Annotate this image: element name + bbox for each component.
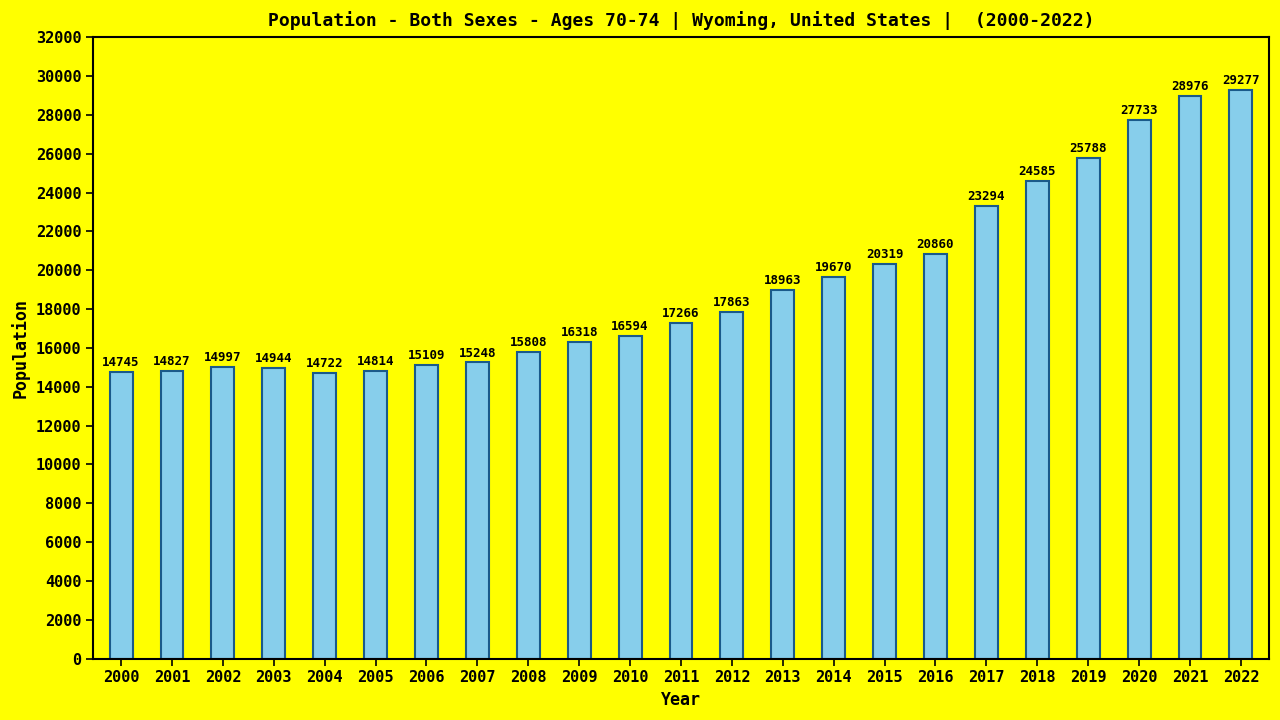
Bar (1179, 96, 1202, 659)
Text: 16318: 16318 (561, 325, 598, 339)
Bar (568, 342, 590, 659)
Text: 19670: 19670 (815, 261, 852, 274)
Bar (517, 351, 540, 659)
Bar (314, 373, 337, 659)
Bar (1076, 158, 1100, 659)
Bar (110, 372, 133, 659)
Bar (466, 362, 489, 659)
Bar (1025, 181, 1048, 659)
Text: 15248: 15248 (458, 346, 497, 359)
Text: 14814: 14814 (357, 355, 394, 368)
Bar (873, 264, 896, 659)
Text: 17266: 17266 (662, 307, 700, 320)
Text: 14997: 14997 (204, 351, 242, 364)
Text: 17863: 17863 (713, 296, 750, 309)
Text: 29277: 29277 (1222, 74, 1260, 87)
Y-axis label: Population: Population (12, 298, 31, 398)
Bar (924, 253, 947, 659)
Text: 28976: 28976 (1171, 80, 1208, 93)
Text: 24585: 24585 (1019, 166, 1056, 179)
Bar (1230, 90, 1252, 659)
Bar (364, 371, 387, 659)
Text: 18963: 18963 (764, 274, 801, 287)
Bar (415, 365, 438, 659)
Bar (262, 369, 285, 659)
Bar (772, 290, 794, 659)
Text: 20860: 20860 (916, 238, 954, 251)
Text: 14722: 14722 (306, 357, 343, 370)
Bar (975, 206, 998, 659)
Text: 14827: 14827 (154, 355, 191, 368)
Text: 15808: 15808 (509, 336, 547, 348)
X-axis label: Year: Year (660, 691, 701, 709)
Title: Population - Both Sexes - Ages 70-74 | Wyoming, United States |  (2000-2022): Population - Both Sexes - Ages 70-74 | W… (268, 11, 1094, 30)
Bar (822, 276, 845, 659)
Text: 16594: 16594 (612, 320, 649, 333)
Text: 14944: 14944 (255, 353, 293, 366)
Text: 20319: 20319 (865, 248, 904, 261)
Bar (160, 371, 183, 659)
Text: 14745: 14745 (102, 356, 140, 369)
Bar (211, 367, 234, 659)
Text: 23294: 23294 (968, 190, 1005, 203)
Bar (669, 323, 692, 659)
Text: 15109: 15109 (408, 349, 445, 362)
Text: 25788: 25788 (1070, 142, 1107, 155)
Bar (1128, 120, 1151, 659)
Bar (618, 336, 641, 659)
Bar (721, 312, 744, 659)
Text: 27733: 27733 (1120, 104, 1158, 117)
